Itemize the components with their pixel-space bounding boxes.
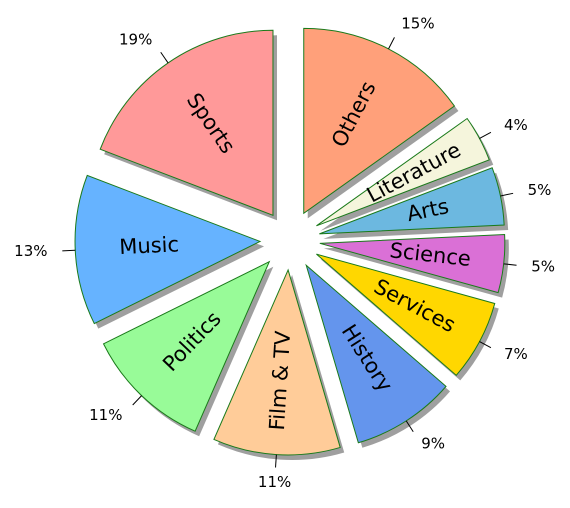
percent-label: 5%	[531, 257, 555, 275]
wedge	[303, 27, 456, 215]
wedge	[99, 29, 274, 217]
leader-line	[160, 51, 169, 64]
leader-line	[500, 192, 514, 197]
percent-label: 11%	[258, 473, 291, 491]
leader-line	[275, 454, 277, 468]
wedge	[316, 253, 496, 377]
leader-line	[503, 263, 517, 266]
leader-line	[132, 395, 142, 406]
leader-line	[479, 131, 492, 139]
leader-line	[388, 37, 395, 50]
percent-label: 13%	[14, 242, 47, 260]
percent-label: 7%	[504, 345, 528, 363]
percent-label: 4%	[504, 116, 528, 134]
percent-label: 19%	[119, 31, 152, 49]
leader-line	[405, 420, 414, 433]
wedge	[102, 260, 271, 432]
wedge-layer	[74, 27, 506, 456]
wedge	[316, 117, 490, 227]
percent-label: 5%	[528, 181, 552, 199]
category-label: Music	[119, 232, 180, 259]
wedge	[74, 174, 262, 325]
leader-line	[479, 341, 492, 349]
percent-label: 11%	[89, 406, 122, 424]
percent-label: 9%	[421, 435, 445, 453]
leader-line	[62, 249, 76, 252]
percent-label: 15%	[401, 15, 434, 33]
